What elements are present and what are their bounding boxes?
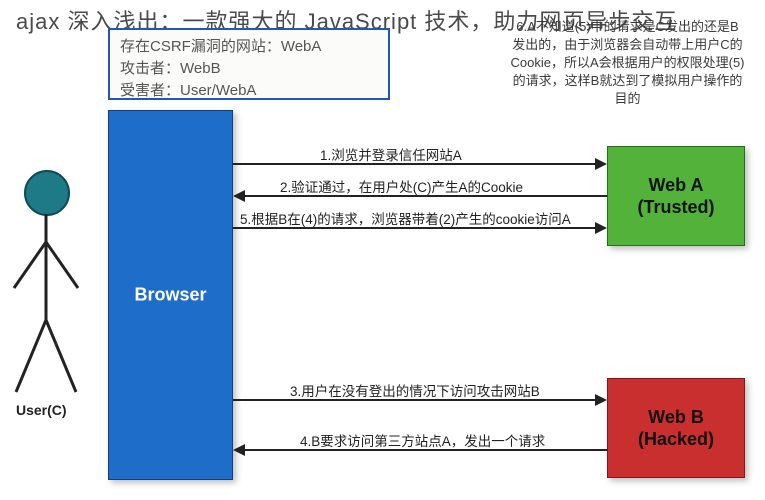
legend-box: 存在CSRF漏洞的网站：WebA 攻击者：WebB 受害者：User/WebA [108,28,390,100]
arrow-4-label: 4.B要求访问第三方站点A，发出一个请求 [300,430,545,450]
note-step-6: 6.A不知道(5)中的请求是C发出的还是B发出的，由于浏览器会自动带上用户C的C… [510,18,745,108]
weba-label-1: Web A [648,175,703,195]
arrow-2-line [245,195,607,197]
arrow-5-line [233,227,595,229]
webb-label-1: Web B [648,407,704,427]
arrow-4-line [245,449,607,451]
arrow-3-line [233,399,595,401]
user-label: User(C) [16,402,67,418]
arrow-2-label: 2.验证通过，在用户处(C)产生A的Cookie [280,176,523,196]
arrow-2-head [233,190,245,202]
arrow-4-head [233,444,245,456]
weba-node: Web A (Trusted) [607,146,745,246]
arrow-5-label: 5.根据B在(4)的请求，浏览器带着(2)产生的cookie访问A [240,208,571,228]
arrow-5-head [595,222,607,234]
arrow-3-head [595,394,607,406]
webb-label-2: (Hacked) [638,429,714,449]
arrow-1-head [595,158,607,170]
legend-line-2: 攻击者：WebB [120,58,378,80]
arrow-1-line [233,163,595,165]
arrow-3-label: 3.用户在没有登出的情况下访问攻击网站B [290,380,540,400]
legend-line-3: 受害者：User/WebA [120,80,378,102]
weba-label-2: (Trusted) [637,197,714,217]
browser-node: Browser [108,110,233,480]
arrow-1-label: 1.浏览并登录信任网站A [320,144,462,164]
webb-node: Web B (Hacked) [607,378,745,478]
browser-label: Browser [109,285,232,306]
legend-line-1: 存在CSRF漏洞的网站：WebA [120,36,378,58]
